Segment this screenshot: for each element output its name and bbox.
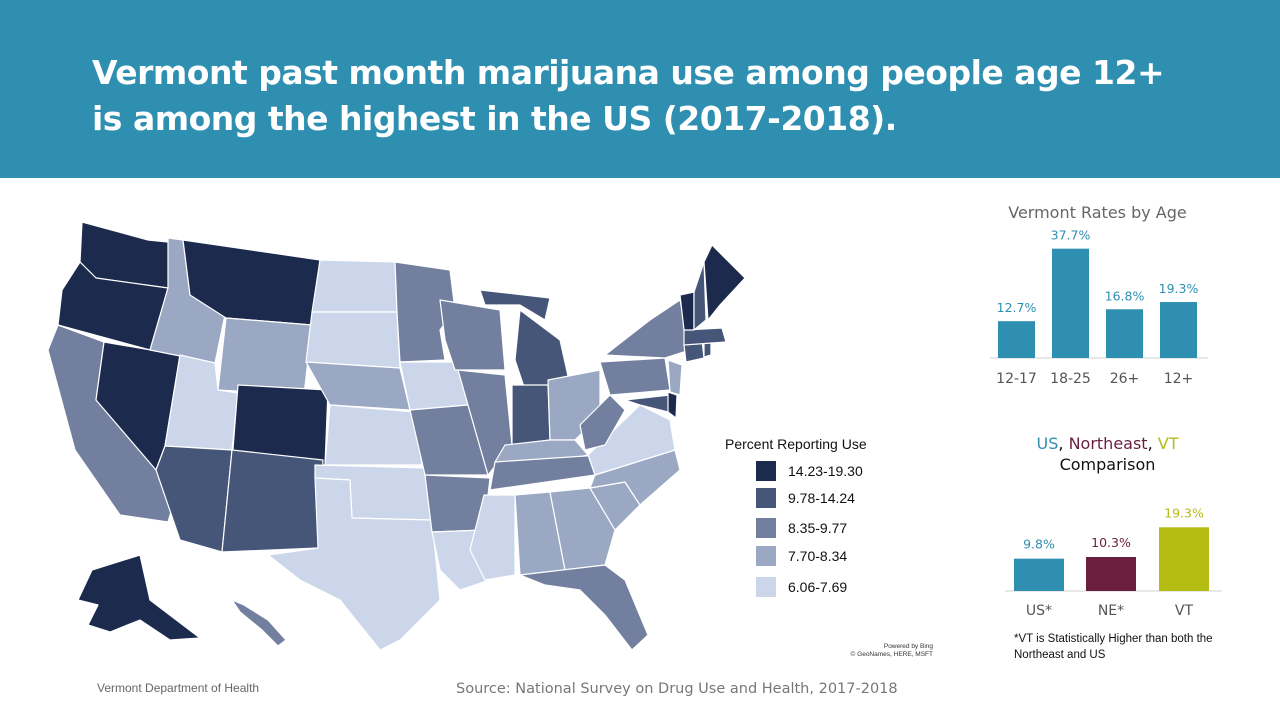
state-texas [267,477,441,651]
comparison-data-label: 10.3% [1091,535,1131,550]
state-new-hampshire [693,261,707,331]
legend-label: 9.78-14.24 [788,490,855,506]
title-vt: VT [1157,434,1179,453]
legend-label: 8.35-9.77 [788,520,848,536]
map-attribution: Powered by Bing © GeoNames, HERE, MSFT [828,643,933,659]
state-mississippi [469,494,516,581]
state-new-mexico [221,449,324,553]
state-wisconsin [439,299,506,371]
title-sep-1: , [1058,434,1069,453]
header-banner: Vermont past month marijuana use among p… [0,0,1280,178]
legend-swatch [756,461,776,481]
age-tick-label: 26+ [1110,371,1140,387]
state-arizona [155,445,233,553]
title-ne: Northeast [1068,434,1148,453]
comparison-tick-label: VT [1175,603,1194,619]
legend-item: 9.78-14.24 [756,488,855,508]
legend-title: Percent Reporting Use [725,436,867,452]
comparison-data-label: 9.8% [1023,537,1055,552]
age-tick-label: 12+ [1164,371,1194,387]
state-massachusetts [683,327,727,346]
age-tick-label: 18-25 [1050,371,1091,387]
age-data-label: 19.3% [1159,281,1199,296]
state-new-jersey [667,359,683,396]
state-minnesota [394,261,456,363]
state-new-york [604,299,691,359]
comparison-chart-title: US, Northeast, VT Comparison [980,433,1235,475]
state-south-dakota [305,311,401,369]
age-data-label: 37.7% [1051,228,1091,243]
legend-swatch [756,518,776,538]
state-indiana [511,384,551,446]
source-note: Source: National Survey on Drug Use and … [456,681,898,697]
age-bar [1052,248,1089,358]
age-bar [998,321,1035,358]
legend-swatch [756,488,776,508]
state-georgia [549,487,616,571]
state-virginia [587,404,676,476]
department-credit: Vermont Department of Health [97,681,260,695]
significance-footnote: *VT is Statistically Higher than both th… [1014,633,1213,661]
age-chart-title: Vermont Rates by Age [1008,203,1187,222]
legend-item: 6.06-7.69 [756,577,847,597]
age-bar [1160,302,1197,358]
us-choropleth-map [47,221,746,651]
state-florida [519,564,649,651]
legend-label: 14.23-19.30 [788,463,863,479]
map-legend: Percent Reporting Use [725,436,945,464]
title-sep-2: , [1147,434,1158,453]
title-comparison: Comparison [1059,455,1156,474]
legend-label: 7.70-8.34 [788,548,848,564]
comparison-bar [1159,527,1209,591]
state-kansas [324,404,423,466]
age-data-label: 12.7% [997,300,1037,315]
state-hawaii [231,599,287,647]
attribution-powered-by: Powered by Bing [883,643,933,650]
page-title: Vermont past month marijuana use among p… [92,53,1165,138]
age-data-label: 16.8% [1105,288,1145,303]
state-west-virginia [579,394,626,451]
comparison-bar [1086,557,1136,591]
state-alaska [77,554,201,641]
comparison-bar [1014,558,1064,591]
state-michigan [479,289,551,321]
state-wyoming [217,317,313,396]
state-maine [703,244,746,321]
age-bar [1106,309,1143,358]
legend-swatch [756,546,776,566]
comparison-data-label: 19.3% [1164,505,1204,520]
legend-label: 6.06-7.69 [788,579,848,595]
legend-swatch [756,577,776,597]
legend-item: 8.35-9.77 [756,518,847,538]
state-rhode-island [703,341,712,358]
comparison-tick-label: US* [1026,603,1052,619]
attribution-credits: © GeoNames, HERE, MSFT [850,651,933,658]
legend-item: 7.70-8.34 [756,546,847,566]
age-tick-label: 12-17 [996,371,1037,387]
legend-item: 14.23-19.30 [756,461,863,481]
state-delaware [667,391,678,419]
state-north-dakota [311,259,398,313]
state-pennsylvania [599,357,671,396]
title-us: US [1036,434,1059,453]
comparison-tick-label: NE* [1098,603,1124,619]
